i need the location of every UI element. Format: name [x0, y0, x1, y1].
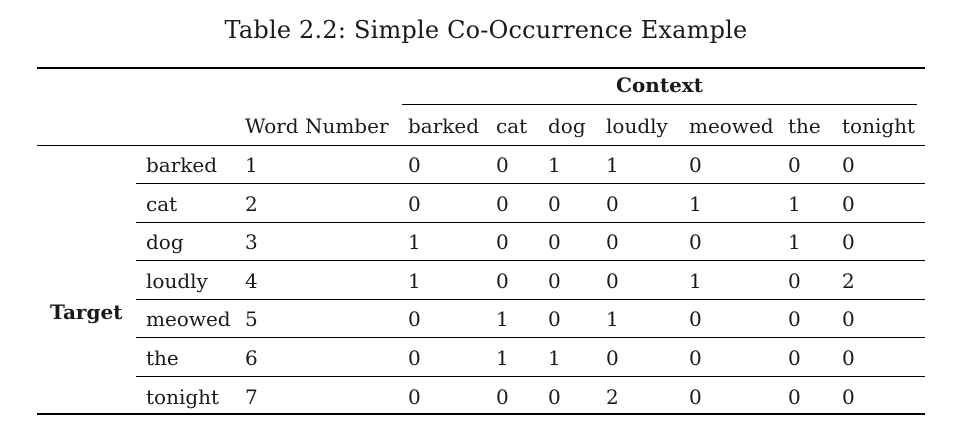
row-divider	[136, 337, 925, 338]
context-column-header: loudly	[606, 114, 668, 138]
count-cell: 1	[788, 191, 801, 216]
count-cell: 0	[788, 346, 801, 370]
count-cell: 0	[842, 384, 855, 409]
count-cell: 1	[548, 346, 561, 370]
context-column-header: cat	[496, 114, 528, 138]
count-cell: 0	[496, 230, 509, 255]
count-cell: 0	[408, 153, 421, 177]
count-cell: 0	[548, 191, 561, 216]
context-column-header: barked	[408, 114, 480, 138]
count-cell: 1	[408, 268, 421, 293]
count-cell: 0	[496, 153, 509, 177]
count-cell: 1	[496, 346, 509, 370]
count-cell: 0	[496, 268, 509, 293]
count-cell: 2	[842, 268, 855, 293]
count-cell: 1	[548, 153, 561, 177]
row-word: meowed	[146, 307, 231, 332]
header-rule	[37, 145, 925, 146]
row-number: 3	[245, 230, 258, 255]
context-column-header: dog	[548, 114, 586, 138]
context-column-header: the	[788, 114, 821, 138]
count-cell: 1	[606, 153, 619, 177]
count-cell: 0	[496, 191, 509, 216]
context-column-header: tonight	[842, 114, 916, 138]
row-word: dog	[146, 230, 184, 255]
count-cell: 0	[548, 307, 561, 332]
row-word: loudly	[146, 268, 208, 293]
count-cell: 1	[496, 307, 509, 332]
count-cell: 1	[606, 307, 619, 332]
count-cell: 0	[548, 268, 561, 293]
count-cell: 0	[842, 346, 855, 370]
count-cell: 0	[606, 230, 619, 255]
target-label: Target	[50, 300, 123, 324]
table-caption: Table 2.2: Simple Co-Occurrence Example	[224, 16, 748, 44]
count-cell: 0	[408, 346, 421, 370]
count-cell: 0	[408, 191, 421, 216]
count-cell: 0	[842, 230, 855, 255]
count-cell: 0	[606, 268, 619, 293]
bottom-rule	[37, 413, 925, 415]
count-cell: 0	[689, 153, 702, 177]
count-cell: 0	[842, 191, 855, 216]
row-divider	[136, 260, 925, 261]
count-cell: 0	[788, 307, 801, 332]
row-word: cat	[146, 191, 178, 216]
count-cell: 0	[842, 307, 855, 332]
row-number: 5	[245, 307, 258, 332]
count-cell: 0	[689, 307, 702, 332]
word-number-header: Word Number	[245, 114, 389, 138]
context-header: Context	[616, 73, 703, 97]
context-rule	[402, 104, 917, 105]
count-cell: 0	[788, 384, 801, 409]
count-cell: 0	[689, 230, 702, 255]
row-word: tonight	[146, 384, 220, 409]
count-cell: 0	[689, 384, 702, 409]
count-cell: 1	[689, 268, 702, 293]
count-cell: 0	[408, 307, 421, 332]
row-number: 4	[245, 268, 258, 293]
top-rule	[37, 67, 925, 69]
context-column-header: meowed	[689, 114, 774, 138]
row-number: 2	[245, 191, 258, 216]
row-divider	[136, 376, 925, 377]
row-number: 7	[245, 384, 258, 409]
row-word: the	[146, 346, 179, 370]
row-word: barked	[146, 153, 218, 177]
row-number: 1	[245, 153, 258, 177]
count-cell: 0	[788, 268, 801, 293]
count-cell: 0	[548, 230, 561, 255]
count-cell: 0	[548, 384, 561, 409]
count-cell: 1	[408, 230, 421, 255]
row-divider	[136, 183, 925, 184]
row-divider	[136, 222, 925, 223]
count-cell: 0	[842, 153, 855, 177]
row-number: 6	[245, 346, 258, 370]
count-cell: 1	[788, 230, 801, 255]
count-cell: 0	[606, 346, 619, 370]
row-divider	[136, 299, 925, 300]
count-cell: 2	[606, 384, 619, 409]
count-cell: 0	[408, 384, 421, 409]
count-cell: 0	[606, 191, 619, 216]
count-cell: 0	[788, 153, 801, 177]
count-cell: 0	[496, 384, 509, 409]
count-cell: 1	[689, 191, 702, 216]
count-cell: 0	[689, 346, 702, 370]
